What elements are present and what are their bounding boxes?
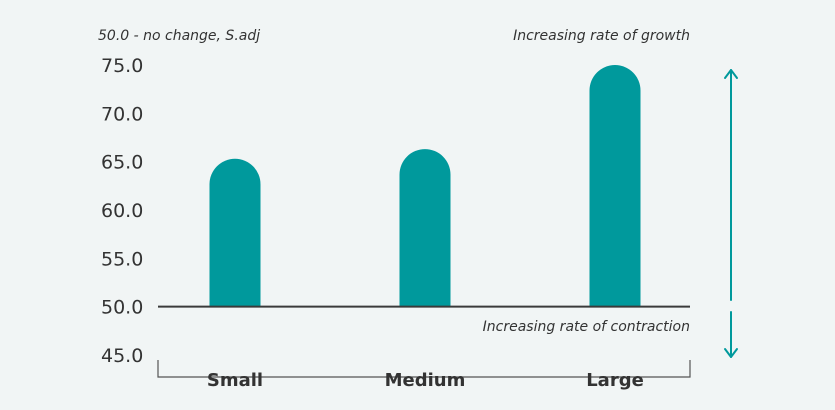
annotation-contraction: Increasing rate of contraction (483, 319, 690, 335)
y-tick-label: 50.0 (101, 297, 143, 319)
x-axis-bracket (157, 360, 691, 378)
bar-small (209, 158, 261, 307)
bars (209, 65, 641, 307)
growth-contraction-arrow (724, 69, 738, 358)
y-axis-ticks: 75.0 70.0 65.0 60.0 55.0 50.0 45.0 (101, 55, 143, 367)
x-category-label: Small (207, 370, 263, 391)
x-axis-categories: Small Medium Large (207, 370, 644, 391)
x-category-label: Medium (385, 370, 466, 391)
y-tick-label: 55.0 (101, 248, 143, 270)
arrow-up-icon (724, 69, 738, 79)
arrow-down-icon (724, 348, 738, 358)
y-tick-label: 60.0 (101, 200, 143, 222)
bar-medium (399, 149, 451, 307)
y-tick-label: 75.0 (101, 55, 143, 77)
chart-subtitle: 50.0 - no change, S.adj (98, 28, 260, 44)
y-tick-label: 65.0 (101, 152, 143, 174)
annotation-growth: Increasing rate of growth (513, 28, 690, 44)
x-category-label: Large (586, 370, 644, 391)
y-tick-label: 45.0 (101, 345, 143, 367)
bar-large (589, 65, 641, 307)
y-tick-label: 70.0 (101, 103, 143, 125)
